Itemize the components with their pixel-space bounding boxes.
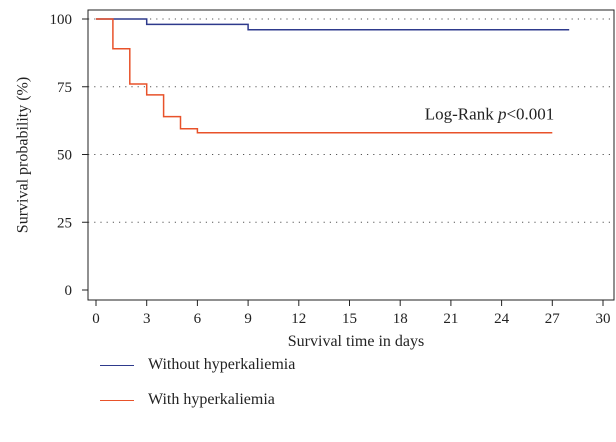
x-tick-label-9: 9 xyxy=(244,311,252,327)
x-tick-label-21: 21 xyxy=(443,311,458,327)
y-tick-label-50: 50 xyxy=(57,148,72,164)
x-axis-label: Survival time in days xyxy=(288,333,424,350)
x-tick-label-0: 0 xyxy=(92,311,100,327)
legend-swatch-without xyxy=(100,364,134,366)
x-tick-label-3: 3 xyxy=(143,311,151,327)
legend-label-without: Without hyperkaliemia xyxy=(148,356,296,373)
x-axis-ticks: 0 3 6 9 12 15 18 21 24 27 30 xyxy=(92,300,611,327)
x-tick-label-6: 6 xyxy=(194,311,202,327)
x-tick-label-15: 15 xyxy=(342,311,357,327)
y-axis-label: Survival probability (%) xyxy=(15,77,32,233)
log-rank-annotation: Log-Rank p<0.001 xyxy=(425,104,555,123)
annotation-prefix: Log-Rank xyxy=(425,104,498,123)
x-tick-label-12: 12 xyxy=(291,311,306,327)
y-tick-label-75: 75 xyxy=(57,80,72,96)
annotation-suffix: <0.001 xyxy=(506,104,554,123)
series-line-1 xyxy=(96,18,553,134)
legend-item-with: With hyperkaliemia xyxy=(100,389,295,411)
survival-chart: 0 3 6 9 12 15 18 21 24 27 30 0 25 50 75 100 Log-Rank p… xyxy=(15,9,615,350)
y-tick-label-0: 0 xyxy=(65,283,73,299)
legend-item-without: Without hyperkaliemia xyxy=(100,354,295,376)
gridlines xyxy=(88,18,614,223)
x-tick-label-27: 27 xyxy=(545,311,561,327)
y-axis-ticks: 0 25 50 75 100 xyxy=(50,12,88,299)
series-lines xyxy=(96,18,570,134)
y-tick-label-100: 100 xyxy=(50,12,73,28)
legend-label-with: With hyperkaliemia xyxy=(148,391,275,408)
series-line-0 xyxy=(96,18,570,31)
legend: Without hyperkaliemia With hyperkaliemia xyxy=(100,354,295,424)
x-tick-label-18: 18 xyxy=(393,311,408,327)
y-tick-label-25: 25 xyxy=(57,215,72,231)
x-tick-label-30: 30 xyxy=(596,311,611,327)
annotation-p: p xyxy=(497,104,507,123)
legend-swatch-with xyxy=(100,399,134,401)
x-tick-label-24: 24 xyxy=(494,311,510,327)
